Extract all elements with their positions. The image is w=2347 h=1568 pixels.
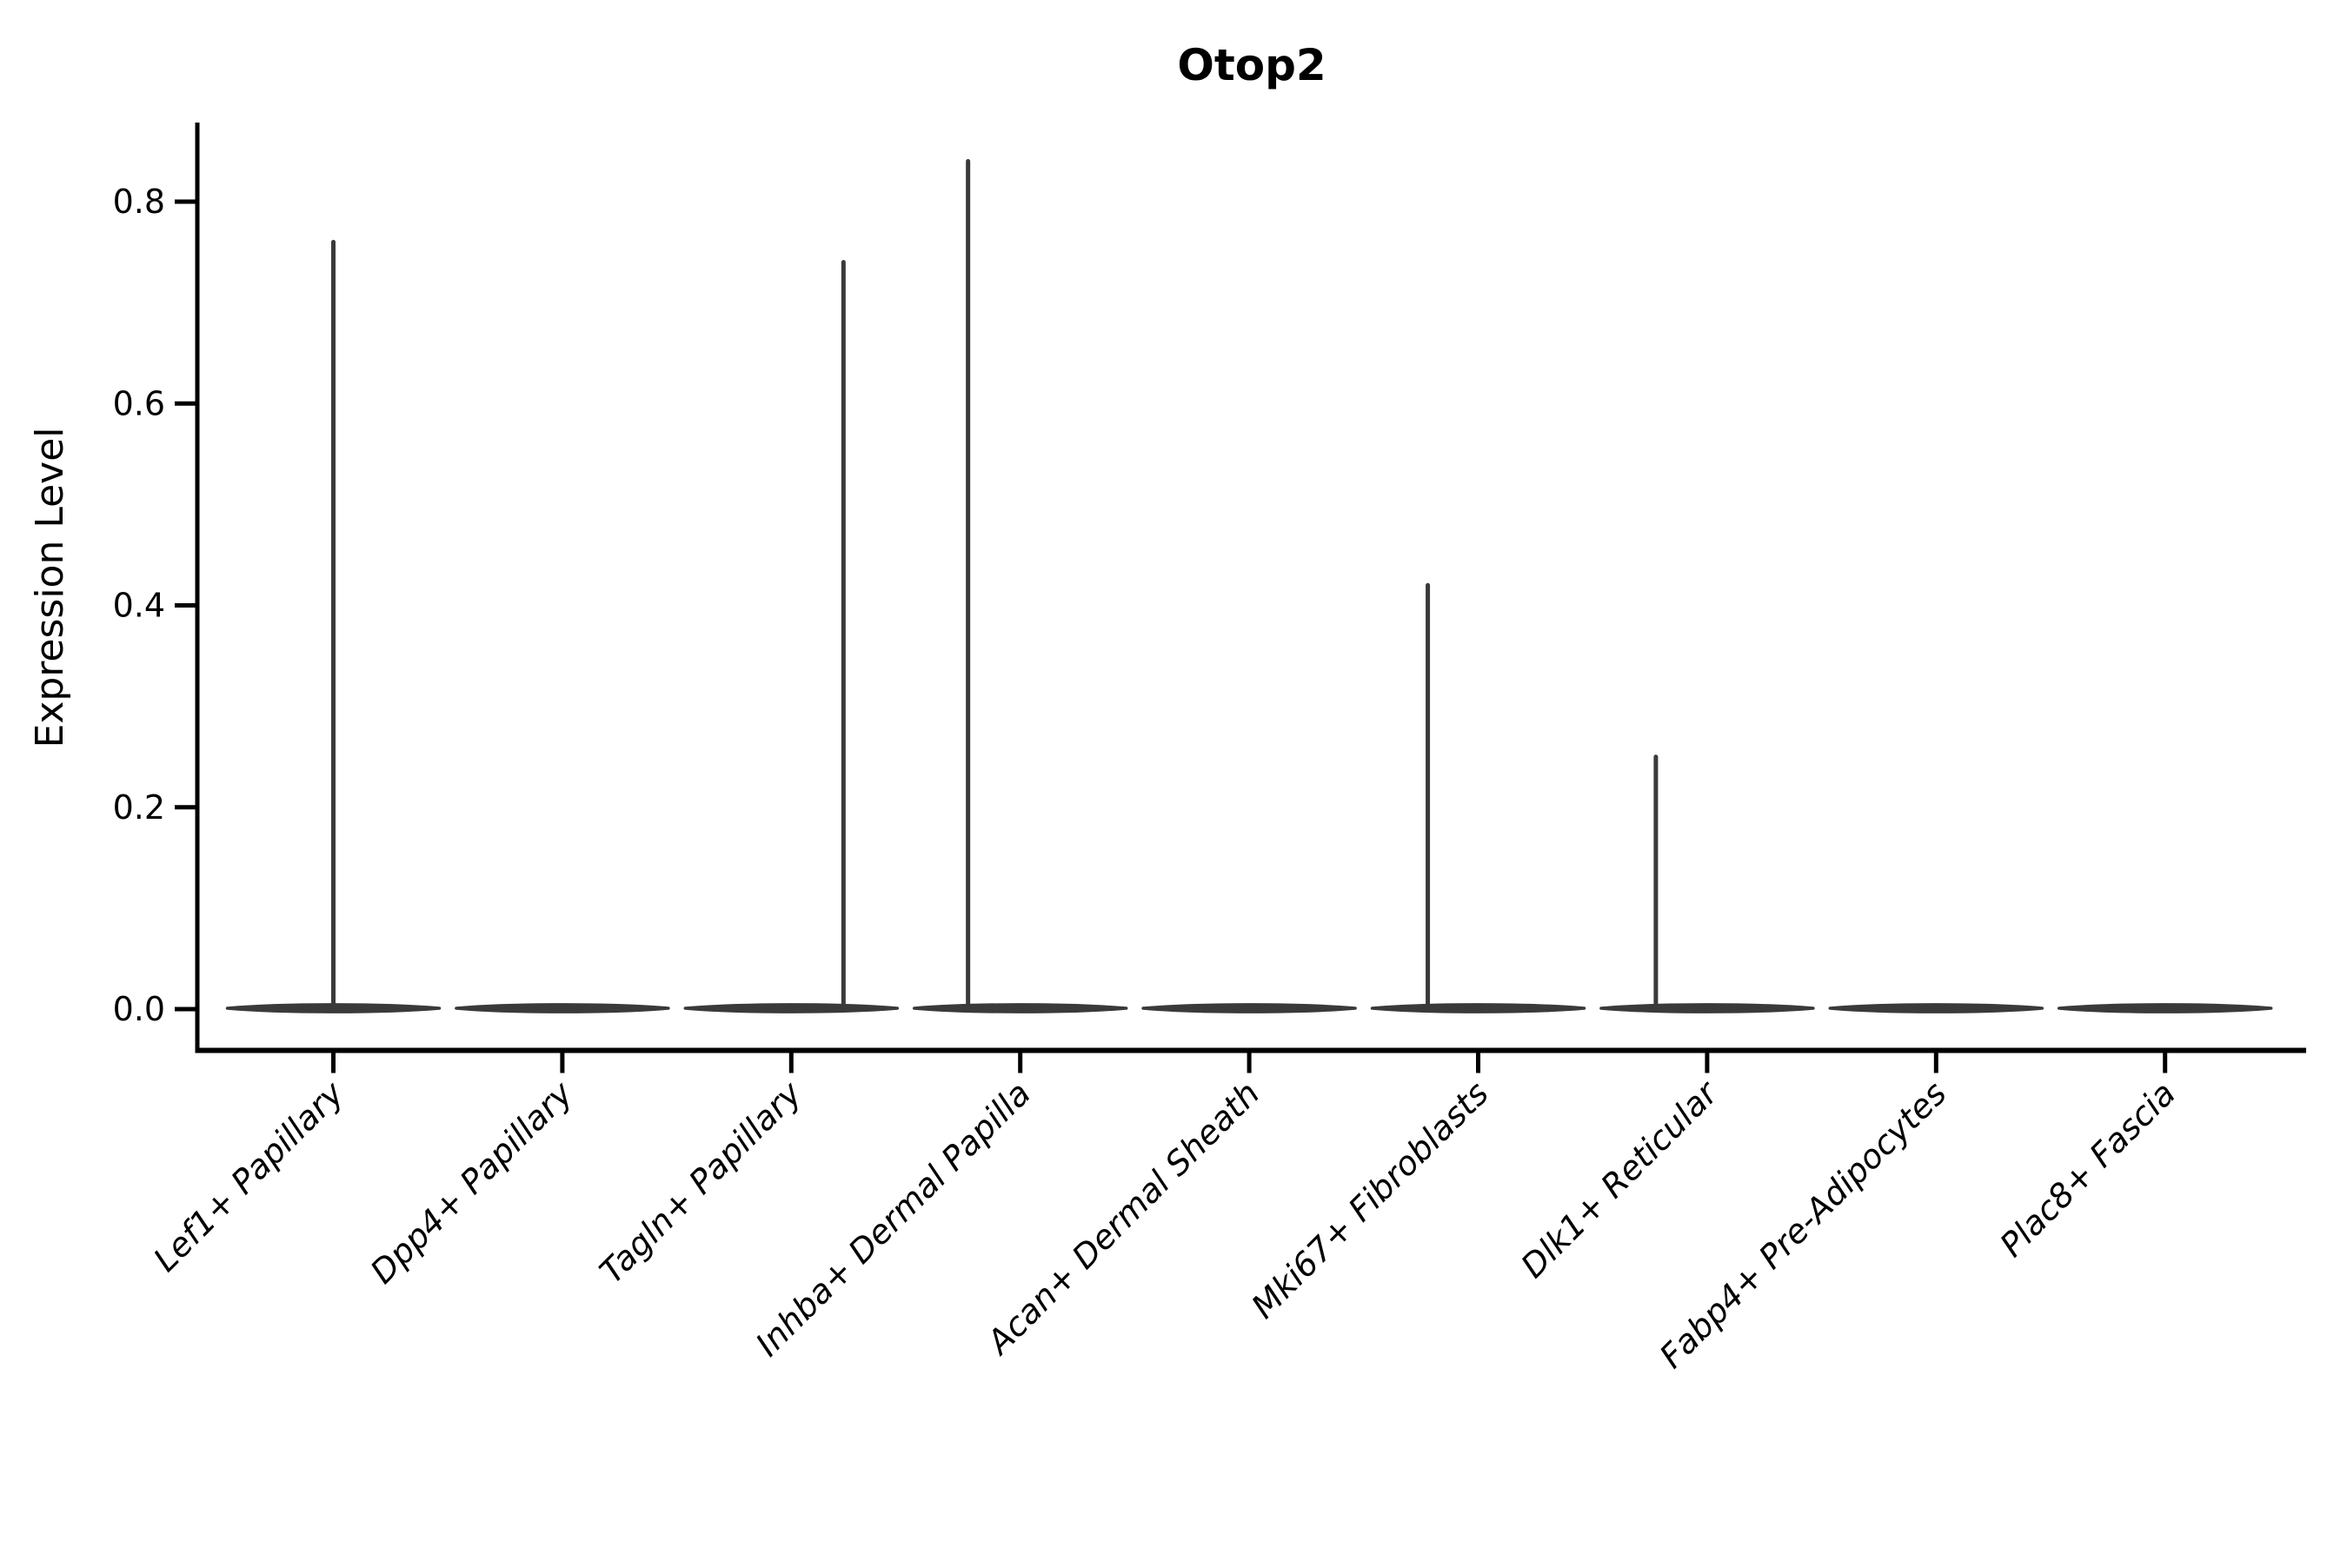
violin-body <box>455 1003 670 1013</box>
violin-body <box>1599 1003 1815 1013</box>
y-tick-label: 0.0 <box>113 990 165 1028</box>
y-tick-label: 0.2 <box>113 788 165 827</box>
violin-body <box>683 1003 900 1013</box>
violin-lef1-papillary <box>225 239 442 1013</box>
violin-body <box>1828 1003 2044 1013</box>
violin-plac8-fascia <box>2057 1003 2273 1013</box>
violin-body <box>2057 1003 2273 1013</box>
violin-inhba-dermal-papilla <box>912 159 1128 1013</box>
violin-fabp4-pre-adipocytes <box>1828 1003 2044 1013</box>
x-tick-label: Dpp4+ Papillary <box>363 1073 581 1291</box>
y-tick-label: 0.8 <box>113 183 165 221</box>
violin-acan-dermal-sheath <box>1141 1003 1357 1013</box>
y-tick-label: 0.4 <box>113 587 165 625</box>
y-tick-label: 0.6 <box>113 384 165 422</box>
violin-tagln-papillary <box>683 260 900 1013</box>
x-tick-label: Dlk1+ Reticular <box>1513 1073 1726 1286</box>
violin-layer <box>225 159 2273 1013</box>
x-tick-label: Mki67+ Fibroblasts <box>1244 1074 1496 1326</box>
x-tick-label: Plac8+ Fascia <box>1992 1074 2183 1265</box>
violin-dpp4-papillary <box>455 1003 670 1013</box>
axes-layer: 0.0 0.2 0.4 0.6 0.8 Lef1+ Papillary Dpp4+ Papi… <box>113 123 2306 1376</box>
y-axis-title: Expression Level <box>28 428 72 748</box>
chart-title: Otop2 <box>1177 40 1326 90</box>
violin-dlk1-reticular <box>1599 754 1815 1013</box>
violin-body <box>1370 1003 1586 1013</box>
x-tick-label: Tagln+ Papillary <box>592 1073 809 1291</box>
violin-body <box>912 1003 1128 1013</box>
violin-body <box>1141 1003 1357 1013</box>
x-tick-label: Lef1+ Papillary <box>146 1073 351 1279</box>
violin-mki67-fibroblasts <box>1370 582 1586 1013</box>
